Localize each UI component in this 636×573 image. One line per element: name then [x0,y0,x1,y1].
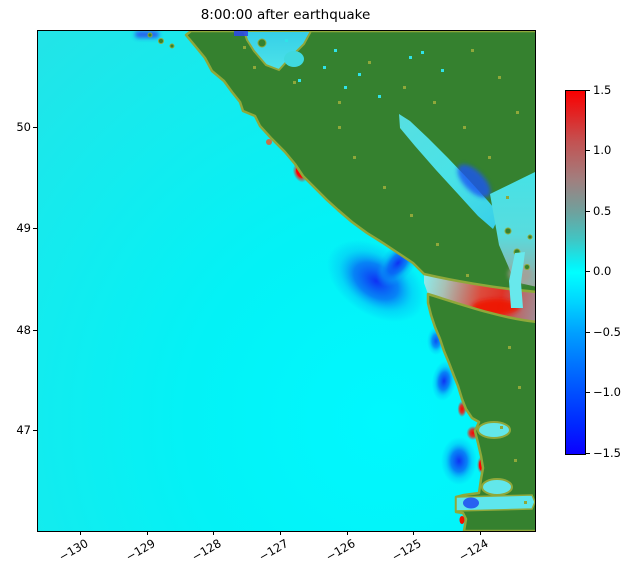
y-tick-label: 50 [16,120,31,134]
strait-of-georgia [399,114,500,229]
x-tick-label: −129 [123,536,158,564]
x-tick-mark [213,531,214,535]
x-tick-mark [147,531,148,535]
x-tick-mark [413,531,414,535]
plot-title: 8:00:00 after earthquake [200,7,371,23]
colorbar-tick-label: −1.5 [593,446,621,460]
colorbar-tick-mark [586,332,590,333]
y-tick-mark [33,127,37,128]
quatsino-sound [284,51,304,67]
y-tick-mark [33,430,37,431]
trough-top-edge-west [135,31,159,38]
x-tick-mark [347,531,348,535]
x-tick-mark [480,531,481,535]
crest-dot-island-coast [266,139,272,145]
x-tick-label: −128 [189,536,224,564]
colorbar-tick-label: −0.5 [593,325,621,339]
land-olympic-washington [426,292,535,531]
shore-speckles [243,46,527,504]
colorbar-tick-mark [586,150,590,151]
colorbar-tick-mark [586,90,590,91]
x-tick-label: −126 [323,536,358,564]
haro-strait [509,252,525,308]
crest-sliver-south-columbia [459,516,465,524]
x-tick-mark [280,531,281,535]
map-plot-area [37,30,536,532]
gulf-island-1 [504,227,512,235]
colorbar-tick-label: 1.5 [593,83,612,97]
x-tick-label: −127 [256,536,291,564]
x-tick-label: −130 [56,536,91,564]
islet-3 [147,32,153,38]
y-tick-mark [33,228,37,229]
x-tick-mark [80,531,81,535]
y-tick-mark [33,330,37,331]
gulf-island-3 [524,264,530,270]
colorbar-tick-mark [586,271,590,272]
inlet-speckles [285,39,444,98]
elevation-heatmap [38,31,535,531]
colorbar-tick-label: −1.0 [593,385,621,399]
island-in-strait [257,38,267,48]
trough-top-edge-east [234,31,248,36]
trough-south-wa-coast [441,437,477,485]
willapa-bay [481,478,513,496]
colorbar-tick-label: 1.0 [593,143,612,157]
colorbar-tick-mark [586,453,590,454]
colorbar-tick-mark [586,211,590,212]
trough-columbia [463,497,479,509]
islet-1 [158,38,164,44]
grays-harbor [477,421,511,439]
inland-waterways [135,31,535,524]
y-tick-label: 48 [16,323,31,337]
x-tick-label: −125 [389,536,424,564]
trough-strait-of-georgia [457,164,491,198]
y-tick-label: 49 [16,221,31,235]
x-tick-label: −124 [456,536,491,564]
colorbar-tick-label: 0.0 [593,264,612,278]
colorbar-tick-label: 0.5 [593,204,612,218]
colorbar [565,90,586,455]
trough-north-wa-coast [431,361,457,401]
land-vancouver-island-bc [184,31,535,294]
colorbar-tick-mark [586,392,590,393]
gulf-island-4 [527,234,533,240]
islet-2 [169,43,175,49]
y-tick-label: 47 [16,423,31,437]
